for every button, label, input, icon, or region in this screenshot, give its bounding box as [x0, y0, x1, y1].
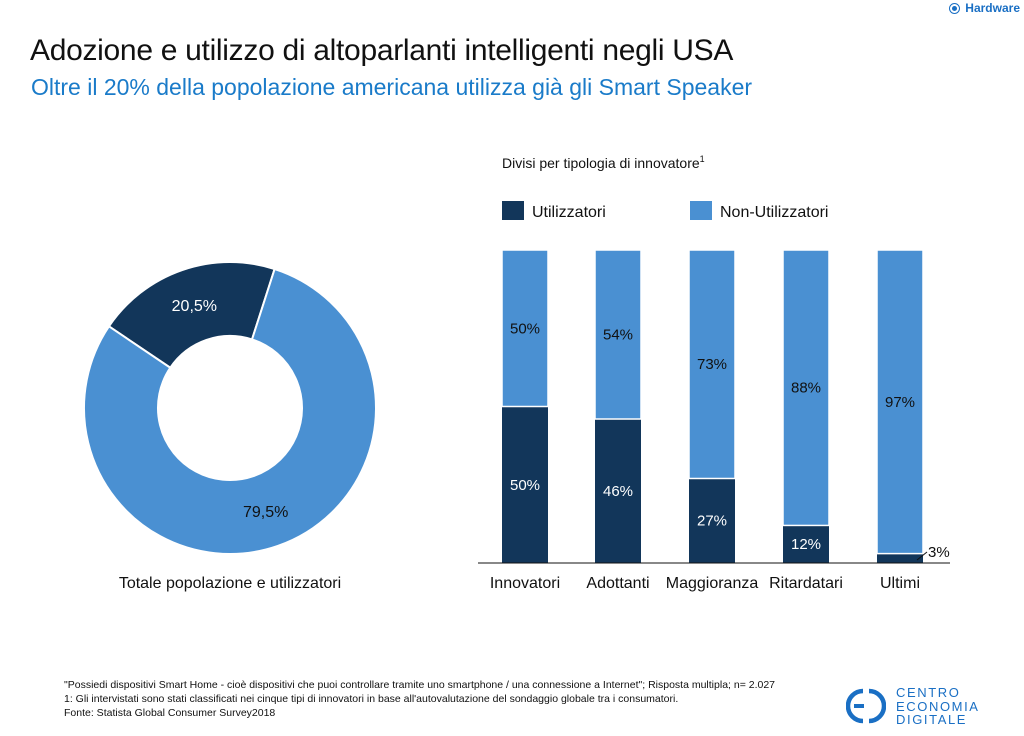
x-tick-label: Adottanti	[586, 575, 649, 592]
bar-value-label: 50%	[510, 320, 540, 337]
chart-title: Divisi per tipologia di innovatore1	[502, 154, 705, 171]
x-tick-label: Ultimi	[880, 575, 920, 592]
bar-segment	[501, 249, 549, 408]
bar-value-label: 54%	[603, 327, 633, 344]
pie-caption: Totale popolazione e utilizzatori	[119, 575, 341, 592]
x-tick-label: Innovatori	[490, 575, 560, 592]
bar-value-label: 27%	[697, 513, 727, 530]
section-tag[interactable]: Hardware	[949, 1, 1020, 15]
bar-segment	[689, 478, 735, 563]
legend-label: Non-Utilizzatori	[720, 204, 828, 221]
logo-text: CENTRO ECONOMIA DIGITALE	[896, 686, 980, 727]
page-subtitle: Oltre il 20% della popolazione americana…	[31, 74, 753, 100]
bar-segment	[595, 419, 641, 563]
bar-segment	[877, 553, 923, 563]
logo-line: CENTRO	[896, 685, 961, 700]
bar-value-label: 12%	[791, 536, 821, 553]
pie-slice-label: 20,5%	[172, 298, 217, 315]
logo: CENTRO ECONOMIA DIGITALE	[846, 686, 980, 727]
legend-swatch	[690, 201, 712, 220]
x-tick-label: Ritardatari	[769, 575, 843, 592]
bar-value-label: 97%	[885, 394, 915, 411]
bar-segment	[876, 249, 924, 555]
bar-value-label: 88%	[791, 380, 821, 397]
bar-segment	[688, 249, 736, 480]
footnotes: "Possiedi dispositivi Smart Home - cioè …	[64, 678, 775, 720]
legend-swatch	[502, 201, 524, 220]
bar-segment	[502, 406, 548, 563]
bar-value-label: 50%	[510, 477, 540, 494]
section-tag-label: Hardware	[965, 1, 1020, 15]
pie-slice-label: 79,5%	[243, 504, 288, 521]
bar-segment	[783, 525, 829, 563]
radio-dot-icon	[949, 2, 961, 14]
logo-line: DIGITALE	[896, 712, 968, 727]
pie-slice	[107, 261, 276, 370]
label-leader-line	[916, 551, 928, 561]
footnote-source: Fonte: Statista Global Consumer Survey20…	[64, 707, 276, 719]
bar-value-label: 3%	[928, 544, 950, 561]
bar-value-label: 46%	[603, 483, 633, 500]
bar-segment	[594, 249, 642, 420]
legend-label: Utilizzatori	[532, 204, 606, 221]
footnote-line: "Possiedi dispositivi Smart Home - cioè …	[64, 679, 776, 691]
footnote-line: 1: Gli intervistati sono stati classific…	[64, 693, 679, 705]
page-title: Adozione e utilizzo di altoparlanti inte…	[30, 34, 734, 67]
bar-segment	[782, 249, 830, 527]
bar-value-label: 73%	[697, 356, 727, 373]
logo-line: ECONOMIA	[896, 698, 980, 714]
ced-logo-icon	[846, 689, 886, 724]
pie-slice	[83, 267, 377, 555]
x-tick-label: Maggioranza	[666, 575, 759, 592]
